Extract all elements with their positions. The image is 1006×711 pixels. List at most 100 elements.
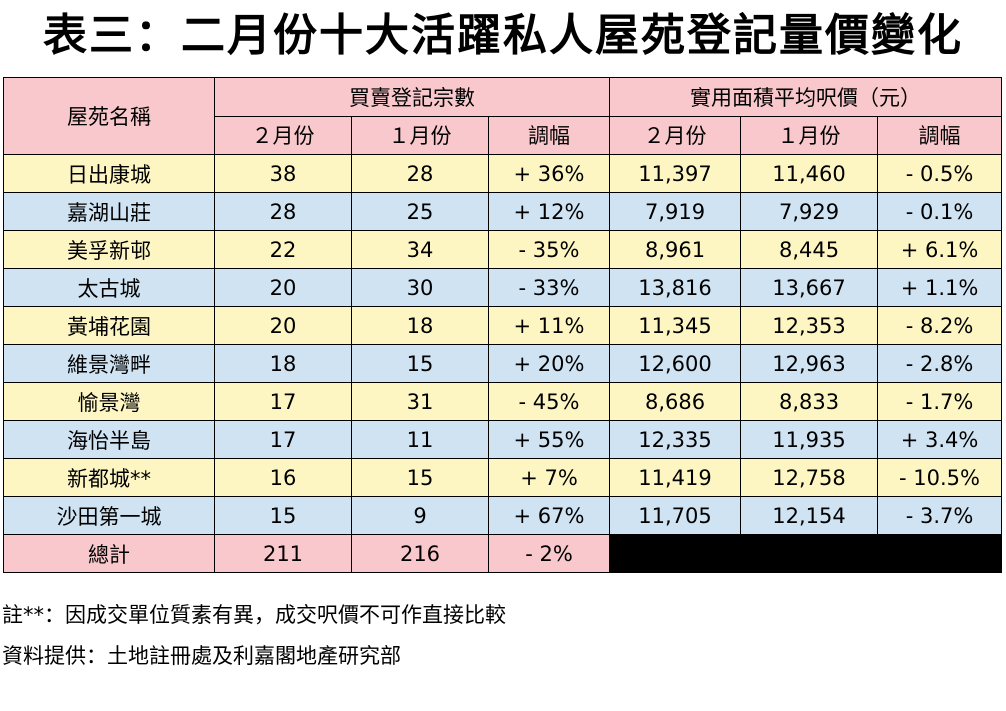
- cell-price-feb: 12,600: [609, 344, 742, 383]
- cell-price-feb: 8,961: [609, 230, 742, 269]
- cell-tx-feb: 20: [214, 268, 352, 307]
- cell-price-change: - 8.2%: [877, 306, 1003, 345]
- cell-price-jan: 11,935: [740, 420, 879, 459]
- cell-tx-jan: 34: [351, 230, 489, 269]
- cell-tx-change: + 12%: [487, 192, 611, 231]
- header-transactions-group: 買賣登記宗數: [213, 77, 611, 117]
- cell-price-change: - 2.8%: [877, 344, 1003, 383]
- cell-tx-jan: 15: [351, 458, 489, 497]
- cell-price-jan: 7,929: [740, 192, 879, 231]
- cell-price-feb: 12,335: [609, 420, 742, 459]
- cell-price-change: + 1.1%: [877, 268, 1003, 307]
- cell-tx-change: - 45%: [487, 382, 611, 421]
- cell-tx-change: + 7%: [487, 458, 611, 497]
- cell-price-jan: 12,353: [740, 306, 879, 345]
- cell-price-change: - 3.7%: [877, 496, 1003, 535]
- header-tx-change: 調幅: [487, 115, 611, 155]
- cell-tx-feb: 17: [214, 420, 352, 459]
- cell-estate-name: 美孚新邨: [3, 230, 215, 269]
- cell-price-feb: 7,919: [609, 192, 742, 231]
- source-note: 資料提供：土地註冊處及利嘉閣地產研究部: [2, 644, 401, 668]
- cell-price-feb: 8,686: [609, 382, 742, 421]
- header-row-1: 屋苑名稱 買賣登記宗數 實用面積平均呎價（元）: [3, 77, 1003, 155]
- cell-price-change: - 10.5%: [877, 458, 1003, 497]
- cell-estate-name: 維景灣畔: [3, 344, 215, 383]
- table-row: 太古城 20 30- 33% 13,816 13,667 + 1.1%: [3, 268, 1003, 307]
- cell-tx-feb: 20: [214, 306, 352, 345]
- table-row: 嘉湖山莊 28 25 + 12% 7,919 7,929- 0.1%: [3, 192, 1003, 231]
- cell-estate-name: 愉景灣: [3, 382, 215, 421]
- cell-estate-name: 太古城: [3, 268, 215, 307]
- cell-tx-change: - 33%: [487, 268, 611, 307]
- table-row: 黃埔花園 20 18 + 11% 11,345 12,353- 8.2%: [3, 306, 1003, 345]
- cell-tx-jan: 30: [351, 268, 489, 307]
- cell-price-jan: 8,445: [740, 230, 879, 269]
- cell-tx-feb: 17: [214, 382, 352, 421]
- cell-price-feb: 13,816: [609, 268, 742, 307]
- total-tx-change: - 2%: [487, 534, 611, 573]
- table-row: 美孚新邨 22 34- 35% 8,961 8,445 + 6.1%: [3, 230, 1003, 269]
- table-row: 愉景灣 17 31- 45% 8,686 8,833- 1.7%: [3, 382, 1003, 421]
- header-price-jan: １月份: [740, 115, 879, 155]
- cell-tx-jan: 25: [351, 192, 489, 231]
- cell-price-jan: 12,758: [740, 458, 879, 497]
- cell-price-change: + 6.1%: [877, 230, 1003, 269]
- total-blank-area: [609, 534, 1003, 573]
- cell-estate-name: 日出康城: [3, 154, 215, 193]
- cell-tx-change: + 55%: [487, 420, 611, 459]
- cell-tx-change: - 35%: [487, 230, 611, 269]
- cell-tx-change: + 11%: [487, 306, 611, 345]
- cell-tx-jan: 18: [351, 306, 489, 345]
- cell-price-jan: 12,154: [740, 496, 879, 535]
- cell-tx-feb: 28: [214, 192, 352, 231]
- table-row: 海怡半島 17 11 + 55% 12,335 11,935 + 3.4%: [3, 420, 1003, 459]
- header-tx-feb: ２月份: [214, 115, 352, 155]
- total-tx-jan: 216: [351, 534, 489, 573]
- cell-tx-jan: 9: [351, 496, 489, 535]
- cell-tx-feb: 16: [214, 458, 352, 497]
- cell-estate-name: 新都城**: [3, 458, 215, 497]
- table-row: 維景灣畔 18 15 + 20% 12,600 12,963- 2.8%: [3, 344, 1003, 383]
- cell-price-feb: 11,397: [609, 154, 742, 193]
- cell-price-feb: 11,705: [609, 496, 742, 535]
- cell-estate-name: 海怡半島: [3, 420, 215, 459]
- cell-estate-name: 嘉湖山莊: [3, 192, 215, 231]
- cell-tx-feb: 18: [214, 344, 352, 383]
- table-row: 沙田第一城 15 9 + 67% 11,705 12,154- 3.7%: [3, 496, 1003, 535]
- footnote: 註**：因成交單位質素有異，成交呎價不可作直接比較: [2, 603, 506, 627]
- header-estate-name: 屋苑名稱: [3, 77, 215, 155]
- cell-estate-name: 黃埔花園: [3, 306, 215, 345]
- cell-tx-jan: 11: [351, 420, 489, 459]
- cell-price-feb: 11,419: [609, 458, 742, 497]
- cell-tx-feb: 22: [214, 230, 352, 269]
- cell-price-jan: 12,963: [740, 344, 879, 383]
- cell-price-jan: 8,833: [740, 382, 879, 421]
- total-row: 總計 211 216 - 2%: [3, 534, 1003, 573]
- cell-price-change: - 1.7%: [877, 382, 1003, 421]
- cell-price-change: - 0.5%: [877, 154, 1003, 193]
- total-label: 總計: [3, 534, 215, 573]
- header-price-change: 調幅: [877, 115, 1003, 155]
- table-row: 日出康城 38 28 + 36% 11,397 11,460- 0.5%: [3, 154, 1003, 193]
- table-body: 日出康城 38 28 + 36% 11,397 11,460- 0.5% 嘉湖山莊 28 25 +…: [3, 154, 1003, 535]
- cell-tx-jan: 15: [351, 344, 489, 383]
- data-table: 屋苑名稱 買賣登記宗數 實用面積平均呎價（元） ２月份 １月份 調幅 ２月份 １…: [3, 77, 1003, 573]
- table-row: 新都城** 16 15 + 7% 11,419 12,758- 10.5%: [3, 458, 1003, 497]
- header-price-feb: ２月份: [609, 115, 742, 155]
- cell-tx-change: + 36%: [487, 154, 611, 193]
- cell-estate-name: 沙田第一城: [3, 496, 215, 535]
- cell-tx-feb: 15: [214, 496, 352, 535]
- page-title: 表三：二月份十大活躍私人屋苑登記量價變化: [43, 10, 963, 61]
- header-price-group: 實用面積平均呎價（元）: [609, 77, 1003, 117]
- cell-tx-jan: 31: [351, 382, 489, 421]
- total-tx-feb: 211: [214, 534, 352, 573]
- cell-tx-feb: 38: [214, 154, 352, 193]
- header-tx-jan: １月份: [351, 115, 489, 155]
- cell-tx-change: + 67%: [487, 496, 611, 535]
- cell-tx-jan: 28: [351, 154, 489, 193]
- header-row-2: ２月份 １月份 調幅 ２月份 １月份 調幅: [4, 115, 1003, 155]
- cell-price-change: + 3.4%: [877, 420, 1003, 459]
- cell-price-feb: 11,345: [609, 306, 742, 345]
- cell-price-change: - 0.1%: [877, 192, 1003, 231]
- cell-price-jan: 11,460: [740, 154, 879, 193]
